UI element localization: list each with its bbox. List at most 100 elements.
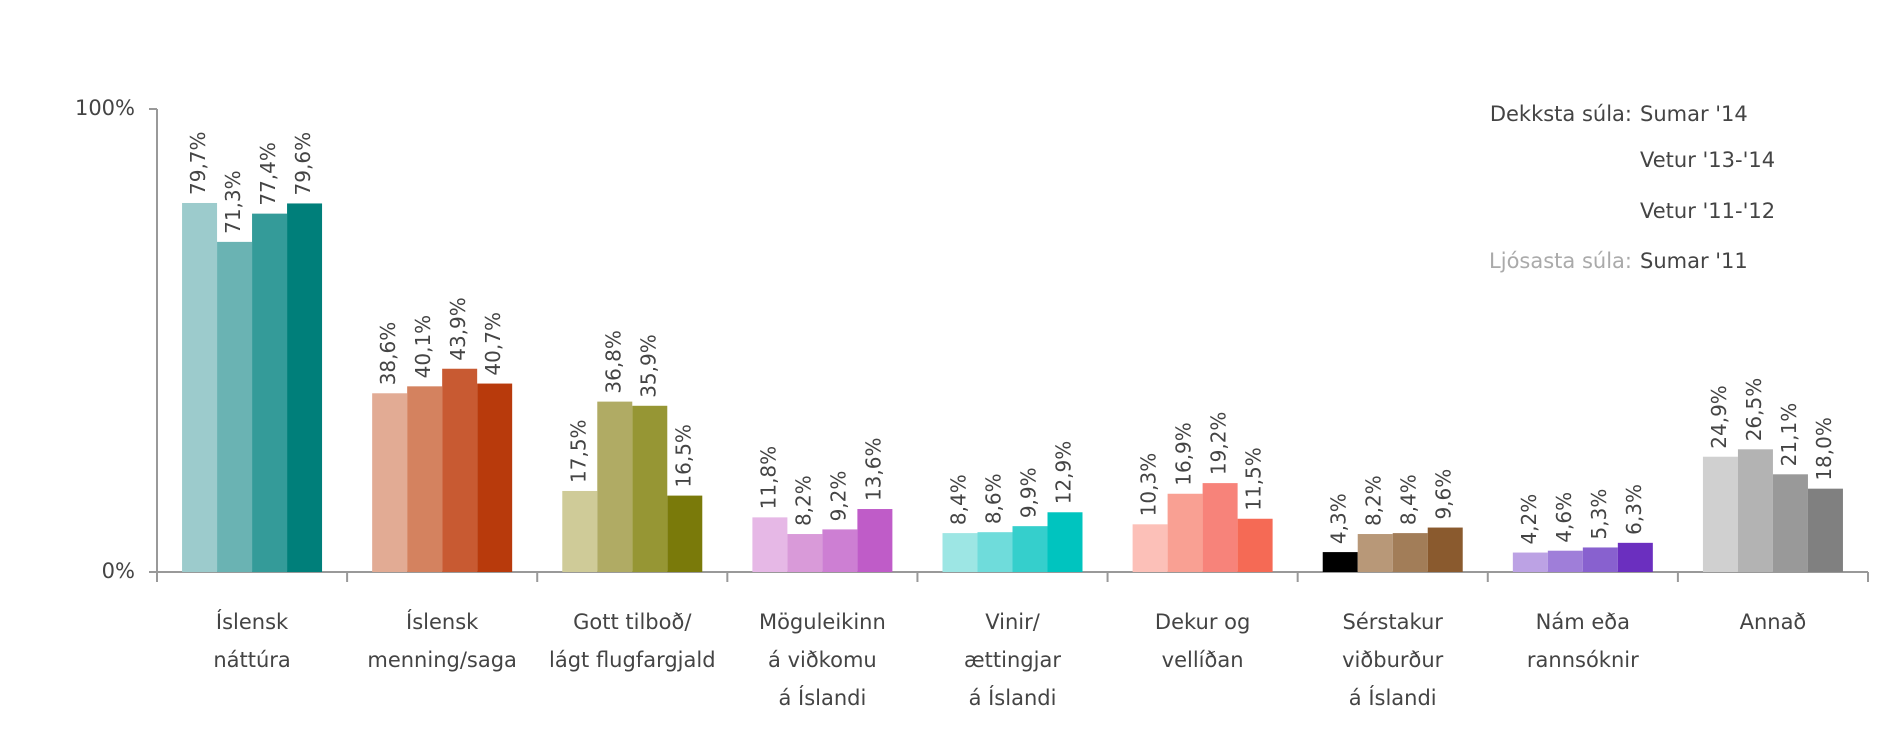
bar <box>442 368 478 572</box>
x-tick-label: Sérstakur <box>1343 610 1444 634</box>
bar <box>1702 456 1738 572</box>
value-label: 36,8% <box>601 330 625 394</box>
bar <box>1132 524 1168 572</box>
bar <box>1737 449 1773 572</box>
value-label: 5,3% <box>1587 489 1611 540</box>
bar <box>752 517 788 572</box>
bar <box>372 393 408 572</box>
x-tick-label: Íslensk <box>406 609 479 634</box>
bar <box>1047 512 1083 572</box>
x-tick-label: Annað <box>1740 610 1807 634</box>
x-tick-label: lágt flugfargjald <box>549 648 716 672</box>
x-tick-label: Vinir/ <box>985 610 1041 634</box>
legend-note: Dekksta súla: <box>1490 102 1632 126</box>
y-tick-label: 100% <box>75 96 135 120</box>
x-tick-label: viðburður <box>1342 648 1444 672</box>
value-label: 12,9% <box>1052 441 1076 505</box>
value-label: 9,2% <box>826 471 850 522</box>
bar <box>1512 552 1548 572</box>
legend-label: Vetur '13-'14 <box>1640 148 1775 172</box>
bar <box>1167 493 1203 572</box>
value-label: 10,3% <box>1137 453 1161 517</box>
value-label: 8,4% <box>1397 474 1421 525</box>
value-label: 4,3% <box>1327 493 1351 544</box>
value-label: 13,6% <box>861 437 885 501</box>
bar <box>1582 547 1618 572</box>
x-tick-label: á Íslandi <box>778 685 866 710</box>
x-tick-label: Möguleikinn <box>759 610 886 634</box>
value-label: 38,6% <box>376 322 400 386</box>
bar <box>597 401 633 572</box>
bar <box>857 509 893 572</box>
value-label: 8,2% <box>791 475 815 526</box>
bar <box>1772 474 1808 572</box>
bar <box>1807 488 1843 572</box>
value-label: 71,3% <box>221 170 245 234</box>
bar <box>1617 542 1653 572</box>
bar <box>217 241 253 573</box>
bar <box>1237 518 1273 572</box>
value-label: 16,9% <box>1172 422 1196 486</box>
x-tick-label: Gott tilboð/ <box>573 610 692 634</box>
value-label: 9,9% <box>1017 467 1041 518</box>
x-tick-label: náttúra <box>213 648 290 672</box>
value-label: 26,5% <box>1742 378 1766 442</box>
value-label: 8,4% <box>947 474 971 525</box>
legend-label: Sumar '14 <box>1640 102 1748 126</box>
bar <box>562 490 598 572</box>
bar <box>1392 533 1428 572</box>
bar <box>632 405 668 572</box>
legend-note: Ljósasta súla: <box>1489 249 1632 273</box>
value-label: 18,0% <box>1812 417 1836 481</box>
value-label: 4,6% <box>1552 492 1576 543</box>
x-tick-label: ættingjar <box>964 648 1061 672</box>
legend-label: Vetur '11-'12 <box>1640 199 1775 223</box>
value-label: 79,7% <box>186 131 210 195</box>
bar <box>1427 527 1463 572</box>
value-label: 17,5% <box>566 419 590 483</box>
bar <box>407 386 443 572</box>
bar <box>787 534 823 572</box>
bar <box>182 202 218 572</box>
value-label: 35,9% <box>636 334 660 398</box>
bar <box>252 213 288 572</box>
y-tick-label: 0% <box>102 559 135 583</box>
value-label: 8,6% <box>982 473 1006 524</box>
x-tick-label: á Íslandi <box>969 685 1057 710</box>
bar <box>977 532 1013 572</box>
value-label: 24,9% <box>1707 385 1731 449</box>
value-label: 8,2% <box>1362 475 1386 526</box>
x-tick-label: á viðkomu <box>768 648 877 672</box>
x-tick-label: Íslensk <box>216 609 289 634</box>
x-tick-label: rannsóknir <box>1527 648 1639 672</box>
value-label: 40,1% <box>411 315 435 379</box>
x-tick-label: menning/saga <box>367 648 517 672</box>
x-tick-label: Dekur og <box>1155 610 1250 634</box>
value-label: 21,1% <box>1777 403 1801 467</box>
bar <box>287 203 323 572</box>
bar <box>1322 552 1358 572</box>
bar <box>1357 534 1393 572</box>
value-label: 43,9% <box>446 297 470 361</box>
x-tick-label: á Íslandi <box>1349 685 1437 710</box>
bar <box>1012 526 1048 572</box>
bar <box>667 495 703 572</box>
value-label: 40,7% <box>481 312 505 376</box>
value-label: 16,5% <box>671 424 695 488</box>
value-label: 6,3% <box>1622 484 1646 535</box>
value-label: 4,2% <box>1517 494 1541 545</box>
bar <box>477 383 513 572</box>
value-label: 79,6% <box>291 132 315 196</box>
value-label: 77,4% <box>256 142 280 206</box>
value-label: 9,6% <box>1432 469 1456 520</box>
legend-label: Sumar '11 <box>1640 249 1748 273</box>
value-label: 11,8% <box>756 446 780 510</box>
value-label: 19,2% <box>1207 412 1231 476</box>
bar <box>1202 483 1238 572</box>
bar <box>1547 550 1583 572</box>
bar <box>942 533 978 572</box>
value-label: 11,5% <box>1242 447 1266 511</box>
bar <box>822 529 858 572</box>
